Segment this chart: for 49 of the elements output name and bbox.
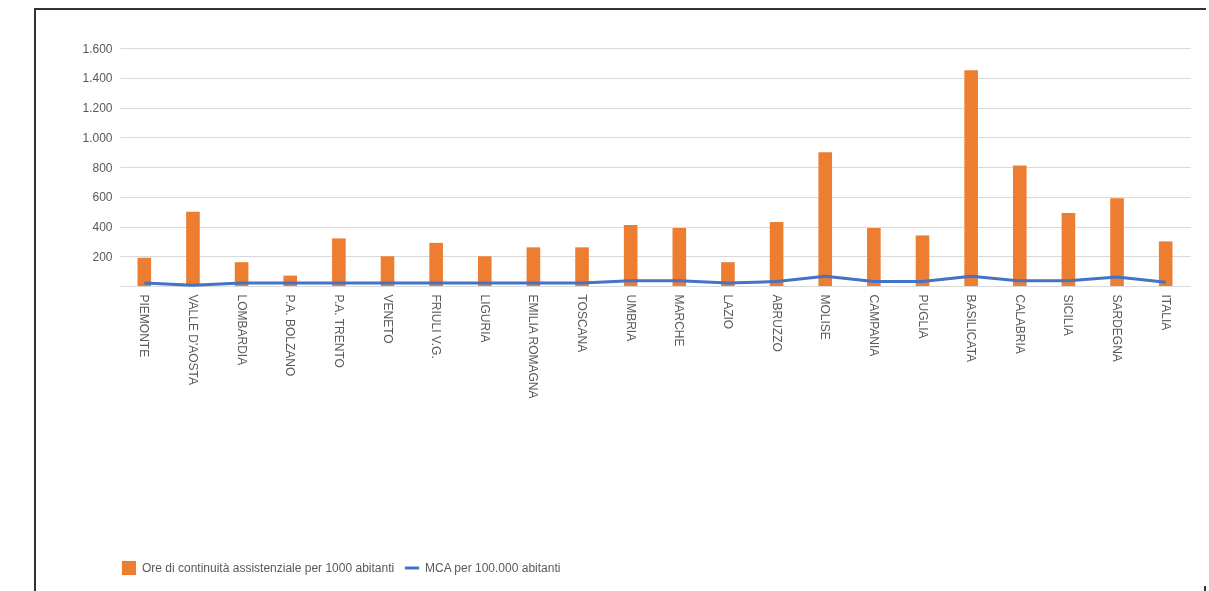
x-tick-label: LIGURIA xyxy=(477,294,492,343)
bar xyxy=(477,256,492,286)
x-tick-label: ITALIA xyxy=(1158,294,1173,331)
y-tick-label: 1.200 xyxy=(82,101,113,115)
x-tick-label: FRIULI V.G. xyxy=(429,294,444,359)
x-tick-label: ABRUZZO xyxy=(769,294,784,352)
y-tick-label: 800 xyxy=(92,160,113,175)
x-tick-label: PIEMONTE xyxy=(137,294,152,358)
bar xyxy=(867,227,881,286)
x-tick-label: CALABRIA xyxy=(1012,294,1027,354)
x-tick-label: PUGLIA xyxy=(915,294,930,339)
bar xyxy=(818,152,833,286)
y-tick-label: 1.000 xyxy=(82,130,113,145)
y-tick-label: 1.600 xyxy=(82,41,113,56)
bar xyxy=(623,225,638,286)
x-tick-label: CAMPANIA xyxy=(866,294,881,357)
bar xyxy=(332,238,346,286)
x-tick-label: VENETO xyxy=(380,294,395,344)
x-tick-label: MOLISE xyxy=(818,294,833,340)
x-tick-label: SARDEGNA xyxy=(1110,294,1125,362)
y-tick-label: 400 xyxy=(92,220,113,234)
bar xyxy=(1012,165,1027,286)
x-tick-label: MARCHE xyxy=(672,294,687,347)
line-series xyxy=(142,274,1168,287)
y-tick-label: 600 xyxy=(92,190,113,205)
bar xyxy=(1110,198,1124,286)
y-tick-label: 1.400 xyxy=(82,71,113,86)
x-tick-label: UMBRIA xyxy=(623,294,638,342)
bar xyxy=(429,242,443,286)
x-tick-label: P.A. BOLZANO xyxy=(283,294,298,377)
bar xyxy=(1061,213,1076,286)
y-tick-label: 200 xyxy=(92,249,113,264)
x-tick-label: TOSCANA xyxy=(575,294,590,353)
bar xyxy=(575,247,589,286)
bar xyxy=(769,222,784,286)
bar xyxy=(672,227,687,286)
bar xyxy=(186,211,200,286)
x-tick-label: LAZIO xyxy=(720,294,735,330)
x-tick-label: P.A. TRENTO xyxy=(331,294,346,368)
x-tick-label: LOMBARDIA xyxy=(234,294,249,366)
x-tick-label: BASILICATA xyxy=(964,294,979,363)
legend-label: Ore di continuità assistenziale per 1000 abitanti xyxy=(142,561,395,575)
bar xyxy=(915,235,930,286)
bar xyxy=(964,70,978,286)
legend-label: MCA per 100.000 abitanti xyxy=(425,561,561,575)
x-tick-label: SICILIA xyxy=(1061,294,1076,336)
x-tick-label: EMILIA ROMAGNA xyxy=(526,294,541,399)
x-tick-label: VALLE D'AOSTA xyxy=(185,294,200,386)
bar xyxy=(1158,241,1173,286)
